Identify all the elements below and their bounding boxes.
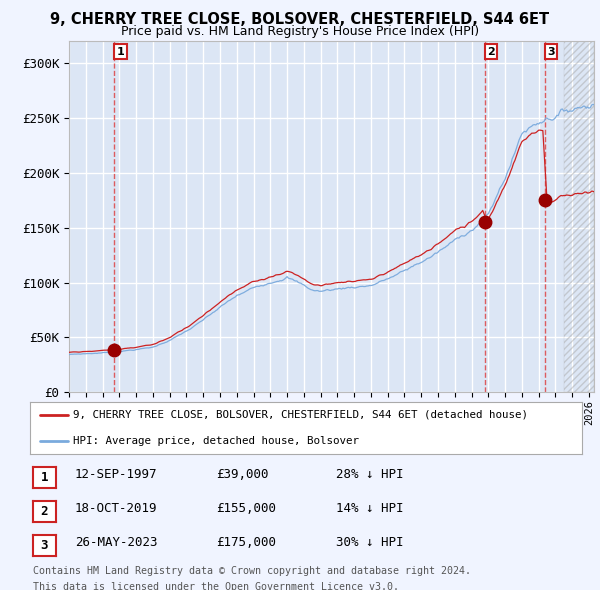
Text: 9, CHERRY TREE CLOSE, BOLSOVER, CHESTERFIELD, S44 6ET: 9, CHERRY TREE CLOSE, BOLSOVER, CHESTERF… (50, 12, 550, 27)
Text: 3: 3 (41, 539, 48, 552)
Text: 18-OCT-2019: 18-OCT-2019 (75, 502, 157, 515)
Text: £39,000: £39,000 (216, 468, 269, 481)
Text: 26-MAY-2023: 26-MAY-2023 (75, 536, 157, 549)
Text: 2: 2 (487, 47, 495, 57)
Text: This data is licensed under the Open Government Licence v3.0.: This data is licensed under the Open Gov… (33, 582, 399, 590)
Text: Contains HM Land Registry data © Crown copyright and database right 2024.: Contains HM Land Registry data © Crown c… (33, 566, 471, 576)
Text: £175,000: £175,000 (216, 536, 276, 549)
Text: 14% ↓ HPI: 14% ↓ HPI (336, 502, 404, 515)
Text: 2: 2 (41, 505, 48, 518)
Text: Price paid vs. HM Land Registry's House Price Index (HPI): Price paid vs. HM Land Registry's House … (121, 25, 479, 38)
Text: £155,000: £155,000 (216, 502, 276, 515)
Text: 1: 1 (41, 471, 48, 484)
Text: 30% ↓ HPI: 30% ↓ HPI (336, 536, 404, 549)
Text: 1: 1 (116, 47, 124, 57)
Text: 28% ↓ HPI: 28% ↓ HPI (336, 468, 404, 481)
Text: HPI: Average price, detached house, Bolsover: HPI: Average price, detached house, Bols… (73, 437, 359, 446)
Text: 3: 3 (547, 47, 554, 57)
Text: 12-SEP-1997: 12-SEP-1997 (75, 468, 157, 481)
Text: 9, CHERRY TREE CLOSE, BOLSOVER, CHESTERFIELD, S44 6ET (detached house): 9, CHERRY TREE CLOSE, BOLSOVER, CHESTERF… (73, 410, 528, 420)
